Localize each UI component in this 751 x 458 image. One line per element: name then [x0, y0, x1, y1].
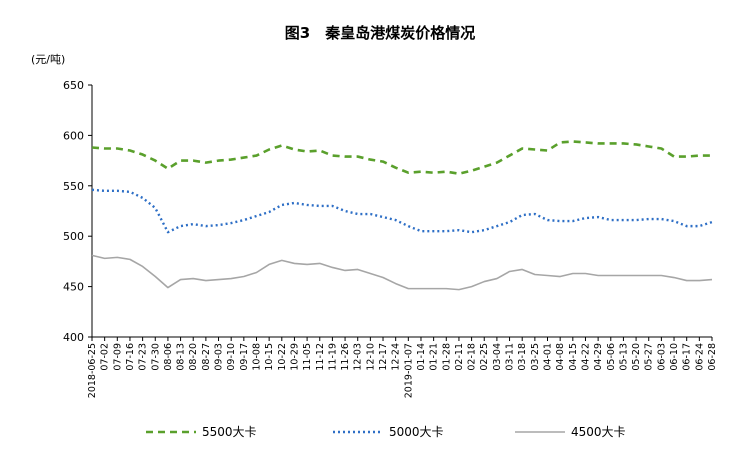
series-line-2 [91, 188, 713, 234]
series-layer [91, 140, 713, 291]
x-tick-label: 07-16 [125, 343, 136, 371]
x-tick-label: 09-10 [226, 343, 237, 371]
legend-label-1: 5500大卡 [202, 425, 257, 439]
y-tick-label: 600 [63, 129, 84, 142]
x-tick-label: 02-11 [454, 343, 465, 371]
x-tick-label: 09-03 [214, 343, 225, 371]
x-tick-label: 04-01 [543, 343, 554, 371]
x-tick-label: 06-28 [707, 343, 718, 371]
y-tick-label: 450 [63, 281, 84, 294]
x-tick-label: 03-04 [492, 343, 503, 371]
x-tick-labels: 2018-06-25 07-02 07-09 07-16 07-23 07-30 08-06… [87, 343, 718, 398]
x-tick-label: 08-27 [201, 343, 212, 371]
x-tick-label: 10-29 [289, 343, 300, 371]
x-tick-label: 04-15 [568, 343, 579, 371]
x-tick-label: 05-27 [644, 343, 655, 371]
x-tick-label: 08-06 [163, 343, 174, 371]
x-tick-label: 02-25 [479, 343, 490, 371]
y-axis-label: (元/吨) [31, 53, 65, 66]
x-tick-label: 03-18 [517, 343, 528, 371]
x-tick-label: 07-23 [138, 343, 149, 371]
series-line-1 [91, 140, 712, 175]
x-tick-label: 01-21 [429, 343, 440, 371]
y-tick-label: 550 [63, 180, 84, 193]
x-tick-label: 09-17 [239, 343, 250, 371]
x-tick-label: 2018-06-25 [87, 343, 98, 398]
x-tick-label: 04-29 [593, 343, 604, 371]
x-tick-label: 03-11 [505, 343, 516, 371]
x-tick-label: 10-15 [264, 343, 275, 371]
x-tick-label: 07-30 [150, 343, 161, 371]
x-tick-label: 11-05 [302, 343, 313, 371]
x-tick-label: 12-03 [353, 343, 364, 371]
y-tick-label: 400 [63, 331, 84, 344]
x-tick-label: 07-09 [112, 343, 123, 371]
legend: 5500大卡 5000大卡 4500大卡 [146, 425, 626, 439]
x-tick-label: 07-02 [100, 343, 111, 371]
chart-title: 图3 秦皇岛港煤炭价格情况 [285, 24, 475, 42]
x-tick-label: 05-13 [618, 343, 629, 371]
x-tick-label: 05-06 [606, 343, 617, 371]
y-tick-label: 650 [63, 79, 84, 92]
x-tick-label: 06-24 [694, 343, 705, 371]
x-tick-label: 11-12 [315, 343, 326, 371]
x-tick-label: 2019-01-07 [403, 343, 414, 398]
legend-label-3: 4500大卡 [571, 425, 626, 439]
x-tick-label: 12-17 [378, 343, 389, 371]
x-tick-label: 04-08 [555, 343, 566, 371]
y-tick-label: 500 [63, 230, 84, 243]
x-tick-label: 12-10 [365, 343, 376, 371]
x-tick-label: 08-13 [176, 343, 187, 371]
x-tick-label: 10-08 [251, 343, 262, 371]
x-tick-label: 06-10 [669, 343, 680, 371]
x-tick-label: 11-26 [340, 343, 351, 371]
x-tick-label: 03-25 [530, 343, 541, 371]
series-line-3 [91, 254, 713, 291]
x-tick-label: 10-22 [277, 343, 288, 371]
x-tick-label: 11-19 [327, 343, 338, 371]
x-tick-label: 06-03 [656, 343, 667, 371]
x-tick-label: 04-22 [580, 343, 591, 371]
x-tick-label: 08-20 [188, 343, 199, 371]
x-tick-label: 01-28 [441, 343, 452, 371]
x-tick-label: 02-18 [467, 343, 478, 371]
x-tick-label: 01-14 [416, 343, 427, 371]
axes: 400 450 500 550 600 650 [63, 79, 713, 344]
x-tick-label: 05-20 [631, 343, 642, 371]
legend-label-2: 5000大卡 [389, 425, 444, 439]
x-tick-label: 06-17 [682, 343, 693, 371]
x-tick-label: 12-24 [391, 343, 402, 371]
